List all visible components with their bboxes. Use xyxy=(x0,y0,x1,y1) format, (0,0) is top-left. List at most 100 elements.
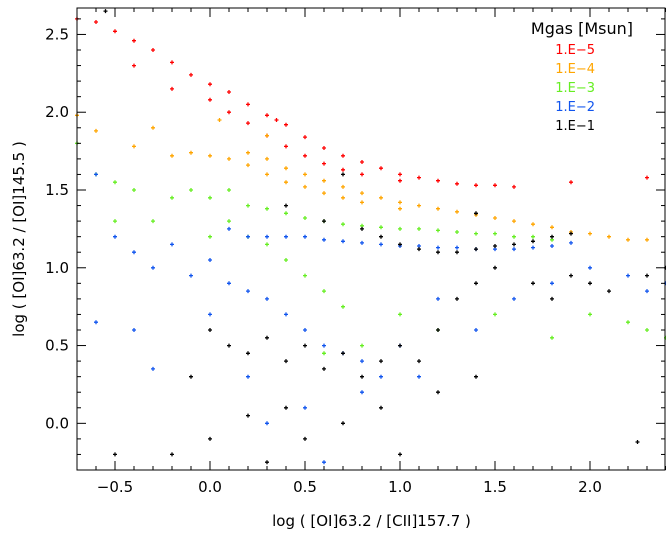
data-point-s4-10 xyxy=(398,343,402,348)
data-point-s4-35 xyxy=(341,172,345,177)
data-point-s0-34 xyxy=(569,180,573,185)
data-point-s0-24 xyxy=(360,172,364,177)
data-point-s3-40 xyxy=(588,265,592,270)
data-point-s3-52 xyxy=(265,421,269,426)
data-point-s4-22 xyxy=(512,242,516,247)
data-point-s0-27 xyxy=(398,178,402,183)
data-point-s2-11 xyxy=(246,203,250,208)
x-tick-label-4: 1.5 xyxy=(483,478,507,496)
plot-frame xyxy=(76,7,666,471)
data-point-s4-41 xyxy=(284,405,288,410)
data-point-s2-40 xyxy=(645,328,649,332)
data-point-s1-26 xyxy=(455,209,459,214)
data-point-s1-35 xyxy=(626,237,630,242)
ticks-layer: −0.5 0.0 0.5 1.0 1.5 2.0 0.0 0.5 1.0 1.5 2.0 2.5 xyxy=(45,8,666,496)
y-tick-label-1: 0.5 xyxy=(45,337,69,355)
data-point-s4-28 xyxy=(569,273,573,278)
data-point-s3-8 xyxy=(227,281,231,286)
data-point-s1-3 xyxy=(170,153,174,158)
data-point-s4-44 xyxy=(379,405,383,410)
data-point-s4-43 xyxy=(341,421,345,426)
data-point-s1-12 xyxy=(284,180,288,185)
data-point-s3-39 xyxy=(550,281,554,286)
data-point-s3-36 xyxy=(436,296,440,301)
data-point-s1-9 xyxy=(265,156,269,161)
data-point-s3-22 xyxy=(360,359,364,364)
data-point-s4-1 xyxy=(227,343,231,348)
data-point-s2-8 xyxy=(208,234,212,239)
data-point-s2-3 xyxy=(132,188,136,192)
legend-title: Mgas [Msun] xyxy=(531,19,633,38)
data-point-s4-11 xyxy=(398,242,402,247)
points-layer xyxy=(75,9,666,465)
data-point-s3-32 xyxy=(512,247,516,252)
data-point-s4-31 xyxy=(645,273,649,278)
data-point-s0-22 xyxy=(341,167,345,172)
data-point-s3-24 xyxy=(379,242,383,247)
data-point-s2-36 xyxy=(493,312,497,317)
x-tick-label-1: 0.0 xyxy=(198,478,222,496)
data-point-s1-17 xyxy=(341,184,345,189)
data-point-s3-28 xyxy=(436,245,440,250)
data-point-s3-23 xyxy=(360,240,364,245)
data-point-s1-2 xyxy=(132,144,136,149)
data-point-s0-2 xyxy=(113,29,117,34)
data-point-s0-7 xyxy=(208,82,212,87)
data-point-s3-37 xyxy=(474,328,478,332)
data-point-s4-42 xyxy=(303,436,307,441)
data-point-s2-16 xyxy=(284,258,288,262)
data-point-s2-44 xyxy=(322,351,326,356)
data-point-s3-29 xyxy=(455,245,459,250)
data-point-s0-35 xyxy=(645,175,649,180)
data-point-s4-33 xyxy=(284,203,288,208)
data-point-s3-11 xyxy=(246,234,250,239)
data-point-s4-14 xyxy=(436,328,440,332)
data-point-s4-6 xyxy=(322,366,326,371)
data-point-s2-15 xyxy=(284,211,288,216)
data-point-s4-50 xyxy=(265,460,269,465)
data-point-s1-15 xyxy=(322,178,326,183)
data-point-s3-49 xyxy=(417,374,421,379)
data-point-s0-38 xyxy=(132,63,136,68)
data-point-s3-0 xyxy=(94,172,98,177)
data-point-s3-17 xyxy=(303,234,307,239)
data-point-s1-34 xyxy=(607,234,611,239)
data-point-s0-11 xyxy=(246,102,250,107)
data-point-s4-37 xyxy=(379,234,383,239)
data-point-s0-21 xyxy=(341,153,345,158)
data-point-s1-25 xyxy=(436,206,440,211)
data-point-s1-29 xyxy=(512,219,516,224)
data-point-s0-16 xyxy=(284,144,288,149)
data-point-s4-29 xyxy=(588,281,592,286)
data-point-s2-2 xyxy=(113,180,117,185)
data-point-s2-37 xyxy=(550,335,554,340)
data-point-s2-21 xyxy=(341,222,345,227)
legend-entry-3: 1.E−2 xyxy=(555,100,595,115)
data-point-s0-12 xyxy=(246,121,250,126)
data-point-s3-10 xyxy=(246,289,250,294)
data-point-s3-7 xyxy=(208,312,212,317)
x-axis-title: log ( [OI]63.2 / [CII]157.7 ) xyxy=(272,512,471,530)
data-point-s4-48 xyxy=(170,452,174,457)
x-tick-label-3: 1.0 xyxy=(388,478,412,496)
legend-entry-4: 1.E−1 xyxy=(555,119,595,134)
data-point-s4-36 xyxy=(360,226,364,231)
data-point-s4-18 xyxy=(474,281,478,286)
data-point-s1-5 xyxy=(208,153,212,158)
data-point-s4-26 xyxy=(531,281,535,286)
data-point-s3-53 xyxy=(379,374,383,379)
data-point-s1-18 xyxy=(341,195,345,200)
data-point-s3-3 xyxy=(151,265,155,270)
data-point-s4-3 xyxy=(265,335,269,340)
data-point-s1-6 xyxy=(227,156,231,161)
data-point-s0-33 xyxy=(512,184,516,189)
data-point-s4-13 xyxy=(417,247,421,252)
data-point-s3-12 xyxy=(265,296,269,301)
data-point-s3-44 xyxy=(132,328,136,332)
data-point-s1-36 xyxy=(645,237,649,242)
data-point-s3-45 xyxy=(151,366,155,371)
data-point-s2-14 xyxy=(265,242,269,247)
data-point-s2-22 xyxy=(341,304,345,309)
x-tick-label-5: 2.0 xyxy=(578,478,602,496)
data-point-s1-38 xyxy=(151,125,155,130)
